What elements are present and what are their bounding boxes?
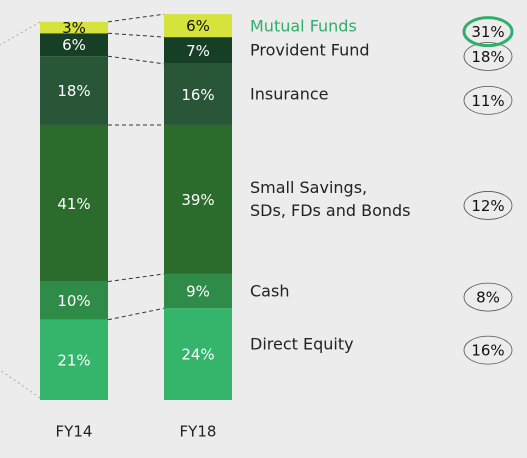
legend-label: Small Savings, SDs, FDs and Bonds <box>250 178 411 221</box>
rate-label: 18% <box>471 48 504 66</box>
bar-segment <box>40 33 108 57</box>
rate-label: 11% <box>471 92 504 110</box>
legend-label: Mutual Funds <box>250 16 357 36</box>
x-tick-label: FY18 <box>180 423 217 441</box>
data-label: 6% <box>186 17 210 35</box>
data-label: 6% <box>62 36 86 54</box>
bar-segment <box>40 124 108 282</box>
data-label: 10% <box>57 292 90 310</box>
rate-oval <box>463 191 513 220</box>
rate-oval <box>463 335 513 365</box>
bar-segment <box>164 63 232 125</box>
rate-label: 8% <box>476 289 500 307</box>
data-label: 39% <box>181 191 214 209</box>
rate-label: 16% <box>471 342 504 360</box>
data-label: 9% <box>186 283 210 301</box>
data-label: 41% <box>57 195 90 213</box>
connector <box>107 13 165 23</box>
data-label: 7% <box>186 42 210 60</box>
rate-label: 31% <box>471 23 504 41</box>
connector <box>107 273 165 283</box>
legend-label: Insurance <box>250 84 329 104</box>
bar-segment <box>40 56 108 125</box>
bar-segment <box>164 14 232 38</box>
legend-label: Direct Equity <box>250 334 354 354</box>
rate-oval <box>463 42 513 71</box>
data-label: 24% <box>181 346 214 364</box>
connector <box>107 32 165 38</box>
data-label: 21% <box>57 351 90 369</box>
connector <box>107 307 165 321</box>
data-label: 16% <box>181 86 214 104</box>
rate-oval <box>463 282 513 312</box>
legend-label: Provident Fund <box>250 40 370 60</box>
rate-label: 12% <box>471 197 504 215</box>
data-label: 3% <box>62 19 86 37</box>
decor-line <box>0 21 41 46</box>
connector <box>107 55 165 65</box>
bar-segment <box>40 281 108 320</box>
bar-segment <box>164 124 232 274</box>
bar-segment <box>40 319 108 400</box>
bar-segment <box>40 21 108 34</box>
data-label: 18% <box>57 82 90 100</box>
bar-segment <box>164 308 232 400</box>
bar-segment <box>164 273 232 309</box>
x-tick-label: FY14 <box>56 423 93 441</box>
legend-label: Cash <box>250 281 290 301</box>
rate-oval <box>462 16 514 48</box>
rate-oval <box>463 86 513 115</box>
bar-segment <box>164 37 232 64</box>
decor-line <box>0 369 41 399</box>
